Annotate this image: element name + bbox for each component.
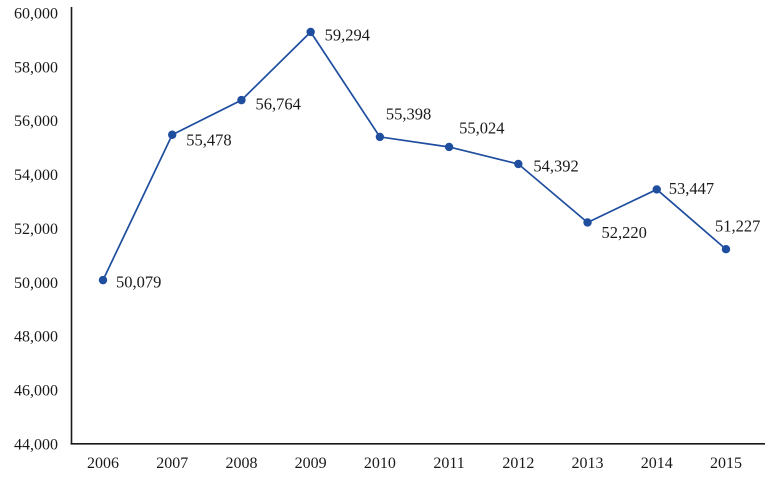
data-point-label: 55,478	[186, 130, 231, 149]
data-point-marker	[721, 245, 731, 254]
y-tick-label: 50,000	[14, 275, 58, 292]
data-point-marker	[168, 130, 177, 139]
x-tick-label: 2011	[433, 455, 464, 472]
x-tick-label: 2013	[572, 455, 604, 472]
data-point-label: 56,764	[255, 95, 300, 114]
y-tick-label: 52,000	[14, 221, 58, 238]
data-point-marker	[444, 142, 454, 152]
y-tick-label: 48,000	[14, 329, 58, 346]
data-point-label: 53,447	[669, 179, 714, 198]
data-point-marker	[306, 27, 315, 37]
series-line	[102, 30, 727, 281]
x-tick-label: 2012	[502, 455, 534, 472]
data-point-marker	[652, 185, 661, 194]
x-tick-label: 2008	[225, 455, 257, 472]
x-tick-label: 2014	[641, 455, 673, 472]
data-point-label: 50,079	[116, 273, 161, 292]
y-tick-label: 46,000	[14, 382, 58, 399]
y-tick-label: 44,000	[14, 436, 58, 453]
data-point-marker	[237, 95, 246, 105]
y-tick-label: 60,000	[14, 6, 58, 23]
data-point-label: 59,294	[325, 26, 370, 45]
x-tick-label: 2007	[156, 455, 188, 472]
y-tick-label: 54,000	[14, 167, 58, 184]
y-tick-label: 56,000	[14, 113, 58, 130]
data-point-label: 51,227	[715, 217, 760, 236]
data-point-marker	[583, 218, 592, 227]
data-point-label: 54,392	[533, 156, 578, 175]
data-point-marker	[98, 275, 108, 285]
x-tick-label: 2010	[364, 455, 396, 472]
data-point-marker	[375, 132, 385, 142]
x-tick-label: 2009	[295, 455, 327, 472]
data-point-label: 55,398	[386, 104, 431, 123]
y-tick-label: 58,000	[14, 59, 58, 76]
data-point-label: 55,024	[459, 118, 504, 137]
x-tick-label: 2015	[710, 455, 742, 472]
data-point-marker	[514, 159, 523, 169]
x-tick-label: 2006	[87, 455, 119, 472]
data-point-label: 52,220	[602, 223, 647, 242]
